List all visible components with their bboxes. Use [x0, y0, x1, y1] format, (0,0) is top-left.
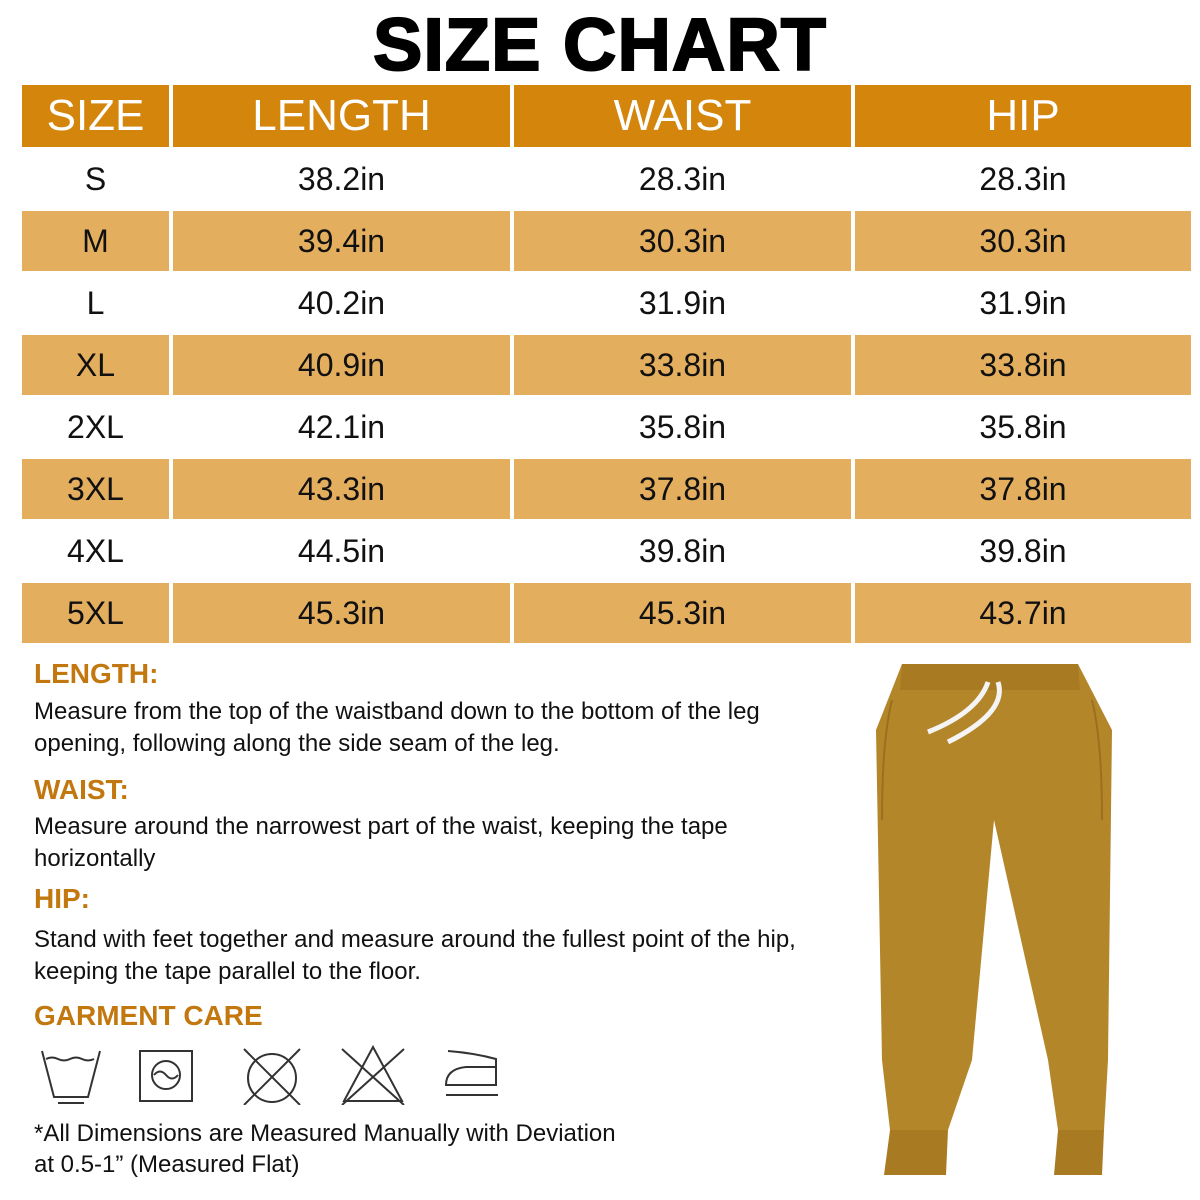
cell-waist: 45.3in [514, 583, 851, 643]
page-title: SIZE CHART [372, 2, 827, 87]
cell-size: S [84, 160, 107, 197]
header-hip: HIP [855, 85, 1191, 147]
header-length: LENGTH [173, 85, 510, 147]
table-row: 3XL 43.3in 37.8in 37.8in [22, 457, 1191, 519]
cell-length: 40.2in [297, 284, 386, 321]
do-not-dry-clean-icon [243, 1048, 301, 1105]
cell-waist: 28.3in [638, 160, 727, 197]
cell-size: M [22, 211, 169, 271]
cell-hip: 30.3in [855, 211, 1191, 271]
note-line-2: at 0.5-1” (Measured Flat) [34, 1151, 300, 1178]
cell-size: L [86, 284, 105, 321]
hip-heading: HIP: [34, 883, 90, 914]
table-row: L 40.2in 31.9in 31.9in [22, 271, 1179, 333]
table-row: 5XL 45.3in 45.3in 43.7in [22, 581, 1191, 643]
cell-waist: 33.8in [514, 335, 851, 395]
cell-hip: 35.8in [979, 408, 1067, 445]
table-row: XL 40.9in 33.8in 33.8in [22, 333, 1191, 395]
care-heading: GARMENT CARE [34, 1000, 263, 1031]
cell-hip: 33.8in [855, 335, 1191, 395]
wash-tub-icon [41, 1050, 101, 1104]
cell-hip: 39.8in [979, 532, 1067, 569]
cell-length: 44.5in [297, 532, 386, 569]
cell-hip: 28.3in [979, 160, 1067, 197]
waist-text: Measure around the narrowest part of the… [34, 813, 728, 872]
table-header: SIZE LENGTH WAIST HIP [22, 85, 1191, 147]
cell-length: 43.3in [173, 459, 510, 519]
cell-hip: 37.8in [855, 459, 1191, 519]
jogger-pants-image [876, 664, 1112, 1175]
waist-heading: WAIST: [34, 774, 129, 805]
cell-waist: 31.9in [638, 284, 727, 321]
cell-length: 45.3in [173, 583, 510, 643]
cell-hip: 31.9in [979, 284, 1067, 321]
cell-hip: 43.7in [855, 583, 1191, 643]
note-line-1: *All Dimensions are Measured Manually wi… [34, 1120, 616, 1147]
do-not-bleach-icon [341, 1045, 405, 1105]
cell-length: 40.9in [173, 335, 510, 395]
tumble-dry-icon [139, 1050, 193, 1102]
length-text: Measure from the top of the waistband do… [34, 698, 760, 757]
cell-size: 4XL [67, 532, 124, 569]
cell-length: 39.4in [173, 211, 510, 271]
header-size: SIZE [22, 85, 169, 147]
table-row: M 39.4in 30.3in 30.3in [22, 209, 1191, 271]
length-heading: LENGTH: [34, 658, 159, 689]
cell-length: 42.1in [297, 408, 386, 445]
iron-icon [444, 1050, 498, 1096]
table-row: 4XL 44.5in 39.8in 39.8in [22, 519, 1179, 581]
size-table: SIZE LENGTH WAIST HIP S 38.2in 28.3in 28.3i… [22, 85, 1191, 643]
header-waist: WAIST [514, 85, 851, 147]
cell-size: 3XL [22, 459, 169, 519]
cell-waist: 39.8in [638, 532, 727, 569]
cell-waist: 37.8in [514, 459, 851, 519]
measurement-note: *All Dimensions are Measured Manually wi… [34, 1118, 616, 1180]
cell-size: XL [22, 335, 169, 395]
cell-size: 5XL [22, 583, 169, 643]
cell-size: 2XL [67, 408, 124, 445]
table-row: 2XL 42.1in 35.8in 35.8in [22, 395, 1179, 457]
cell-waist: 30.3in [514, 211, 851, 271]
cell-length: 38.2in [297, 160, 386, 197]
table-row: S 38.2in 28.3in 28.3in [22, 147, 1179, 209]
cell-waist: 35.8in [638, 408, 727, 445]
hip-text: Stand with feet together and measure aro… [34, 926, 796, 985]
